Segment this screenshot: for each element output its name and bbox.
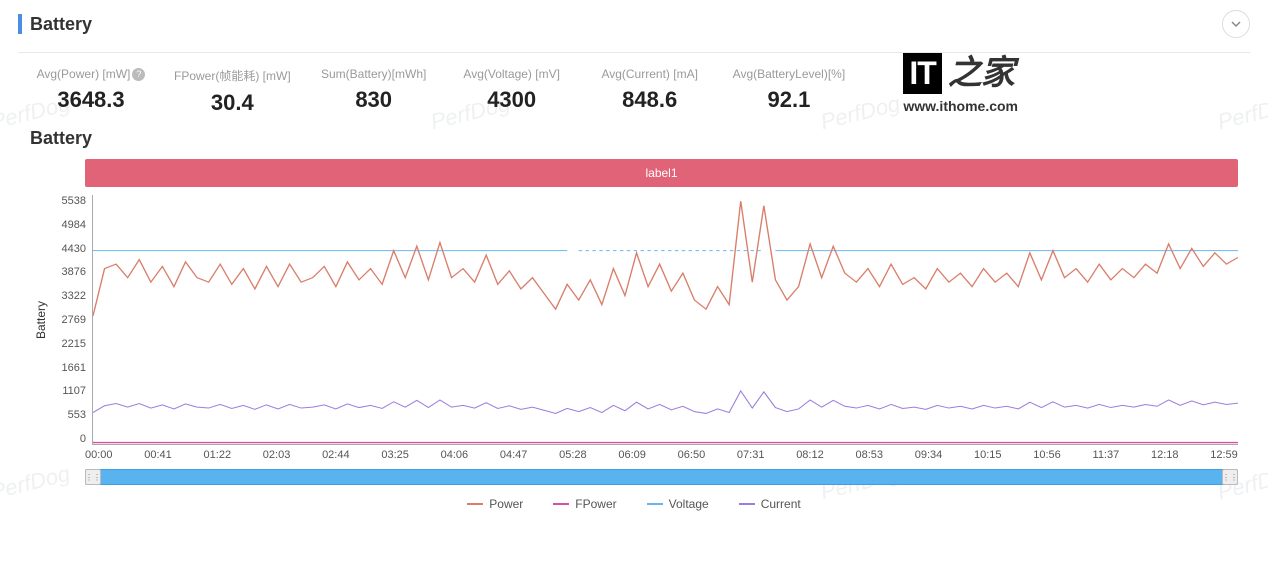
y-tick: 2769 (52, 314, 86, 326)
x-tick: 04:47 (500, 449, 528, 461)
y-axis-ticks: 5538 4984 4430 3876 3322 2769 2215 1661 1107 553 0 (52, 195, 92, 445)
metric-avg-power: Avg(Power) [mW] ? 3648.3 (36, 67, 146, 116)
legend-label: Power (489, 497, 523, 511)
x-tick: 08:53 (855, 449, 883, 461)
y-tick: 0 (52, 433, 86, 445)
metric-label: Avg(Current) [mA] (601, 67, 697, 81)
metric-value: 848.6 (622, 87, 677, 113)
x-tick: 07:31 (737, 449, 765, 461)
y-tick: 3322 (52, 290, 86, 302)
x-axis-ticks: 00:00 00:41 01:22 02:03 02:44 03:25 04:06 04:47… (85, 449, 1238, 461)
x-tick: 08:12 (796, 449, 824, 461)
help-icon[interactable]: ? (132, 68, 145, 81)
brand-it: IT (903, 53, 941, 94)
brand-watermark: IT之家 www.ithome.com (903, 45, 1018, 114)
legend-swatch (739, 503, 755, 505)
y-tick: 4984 (52, 219, 86, 231)
legend-label: Current (761, 497, 801, 511)
metric-sum-battery: Sum(Battery)[mWh] 830 (319, 67, 429, 116)
legend-swatch (647, 503, 663, 505)
metric-value: 4300 (487, 87, 536, 113)
chart-title: Battery (30, 128, 1238, 149)
title-accent (18, 14, 22, 34)
x-tick: 05:28 (559, 449, 587, 461)
y-tick: 553 (52, 409, 86, 421)
legend-item[interactable]: Power (467, 497, 523, 511)
range-handle-left[interactable]: ⋮⋮ (85, 469, 101, 485)
metrics-row: Avg(Power) [mW] ? 3648.3 FPower(帧能耗) [mW… (18, 53, 1250, 116)
chevron-down-icon (1230, 18, 1242, 30)
legend-item[interactable]: Current (739, 497, 801, 511)
brand-url: www.ithome.com (903, 98, 1018, 114)
legend-label: Voltage (669, 497, 709, 511)
metric-fpower: FPower(帧能耗) [mW] 30.4 (174, 67, 291, 116)
x-tick: 02:03 (263, 449, 291, 461)
x-tick: 12:18 (1151, 449, 1179, 461)
x-tick: 10:15 (974, 449, 1002, 461)
range-slider[interactable]: ⋮⋮ ⋮⋮ (85, 469, 1238, 485)
x-tick: 12:59 (1210, 449, 1238, 461)
metric-label: Avg(BatteryLevel)[%] (733, 67, 846, 81)
legend-swatch (553, 503, 569, 505)
y-tick: 4430 (52, 243, 86, 255)
metric-value: 3648.3 (57, 87, 124, 113)
x-tick: 00:00 (85, 449, 113, 461)
battery-panel: PerfDog PerfDog PerfDog PerfDog PerfDog … (0, 0, 1268, 531)
y-tick: 5538 (52, 195, 86, 207)
metric-label: FPower(帧能耗) [mW] (174, 67, 291, 84)
metric-value: 92.1 (768, 87, 811, 113)
metric-avg-current: Avg(Current) [mA] 848.6 (595, 67, 705, 116)
x-tick: 11:37 (1093, 449, 1120, 461)
y-tick: 1107 (52, 385, 86, 397)
series-line (93, 391, 1238, 414)
x-tick: 00:41 (144, 449, 172, 461)
metric-label: Avg(Voltage) [mV] (463, 67, 560, 81)
y-axis-label: Battery (30, 195, 52, 445)
brand-cn: 之家 (948, 55, 1014, 92)
x-tick: 01:22 (204, 449, 232, 461)
panel-header: Battery (18, 10, 1250, 53)
x-tick: 03:25 (381, 449, 409, 461)
legend-item[interactable]: Voltage (647, 497, 709, 511)
legend-label: FPower (575, 497, 616, 511)
metric-avg-voltage: Avg(Voltage) [mV] 4300 (457, 67, 567, 116)
panel-title: Battery (30, 14, 92, 35)
x-tick: 02:44 (322, 449, 350, 461)
y-tick: 3876 (52, 266, 86, 278)
range-handle-right[interactable]: ⋮⋮ (1222, 469, 1238, 485)
series-line (93, 201, 1238, 316)
legend-swatch (467, 503, 483, 505)
y-tick: 2215 (52, 338, 86, 350)
x-tick: 10:56 (1033, 449, 1061, 461)
metric-avg-battery-level: Avg(BatteryLevel)[%] 92.1 (733, 67, 846, 116)
chart-plot-area[interactable] (92, 195, 1238, 445)
x-tick: 06:09 (618, 449, 646, 461)
y-tick: 1661 (52, 362, 86, 374)
x-tick: 09:34 (915, 449, 943, 461)
series-label-bar[interactable]: label1 (85, 159, 1238, 187)
metric-label: Avg(Power) [mW] ? (37, 67, 146, 81)
x-tick: 06:50 (678, 449, 706, 461)
x-tick: 04:06 (441, 449, 469, 461)
metric-value: 830 (355, 87, 392, 113)
legend-item[interactable]: FPower (553, 497, 616, 511)
metric-value: 30.4 (211, 90, 254, 116)
chart-legend: Power FPower Voltage Current (30, 497, 1238, 511)
metric-label: Sum(Battery)[mWh] (321, 67, 426, 81)
collapse-button[interactable] (1222, 10, 1250, 38)
